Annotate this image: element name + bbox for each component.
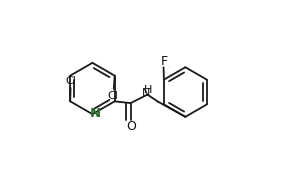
Text: H: H	[144, 85, 153, 95]
Text: F: F	[160, 55, 168, 68]
Text: N: N	[142, 88, 150, 98]
Text: Cl: Cl	[108, 91, 119, 101]
Text: Cl: Cl	[66, 76, 76, 86]
Text: N: N	[89, 107, 101, 120]
Text: O: O	[126, 120, 136, 133]
